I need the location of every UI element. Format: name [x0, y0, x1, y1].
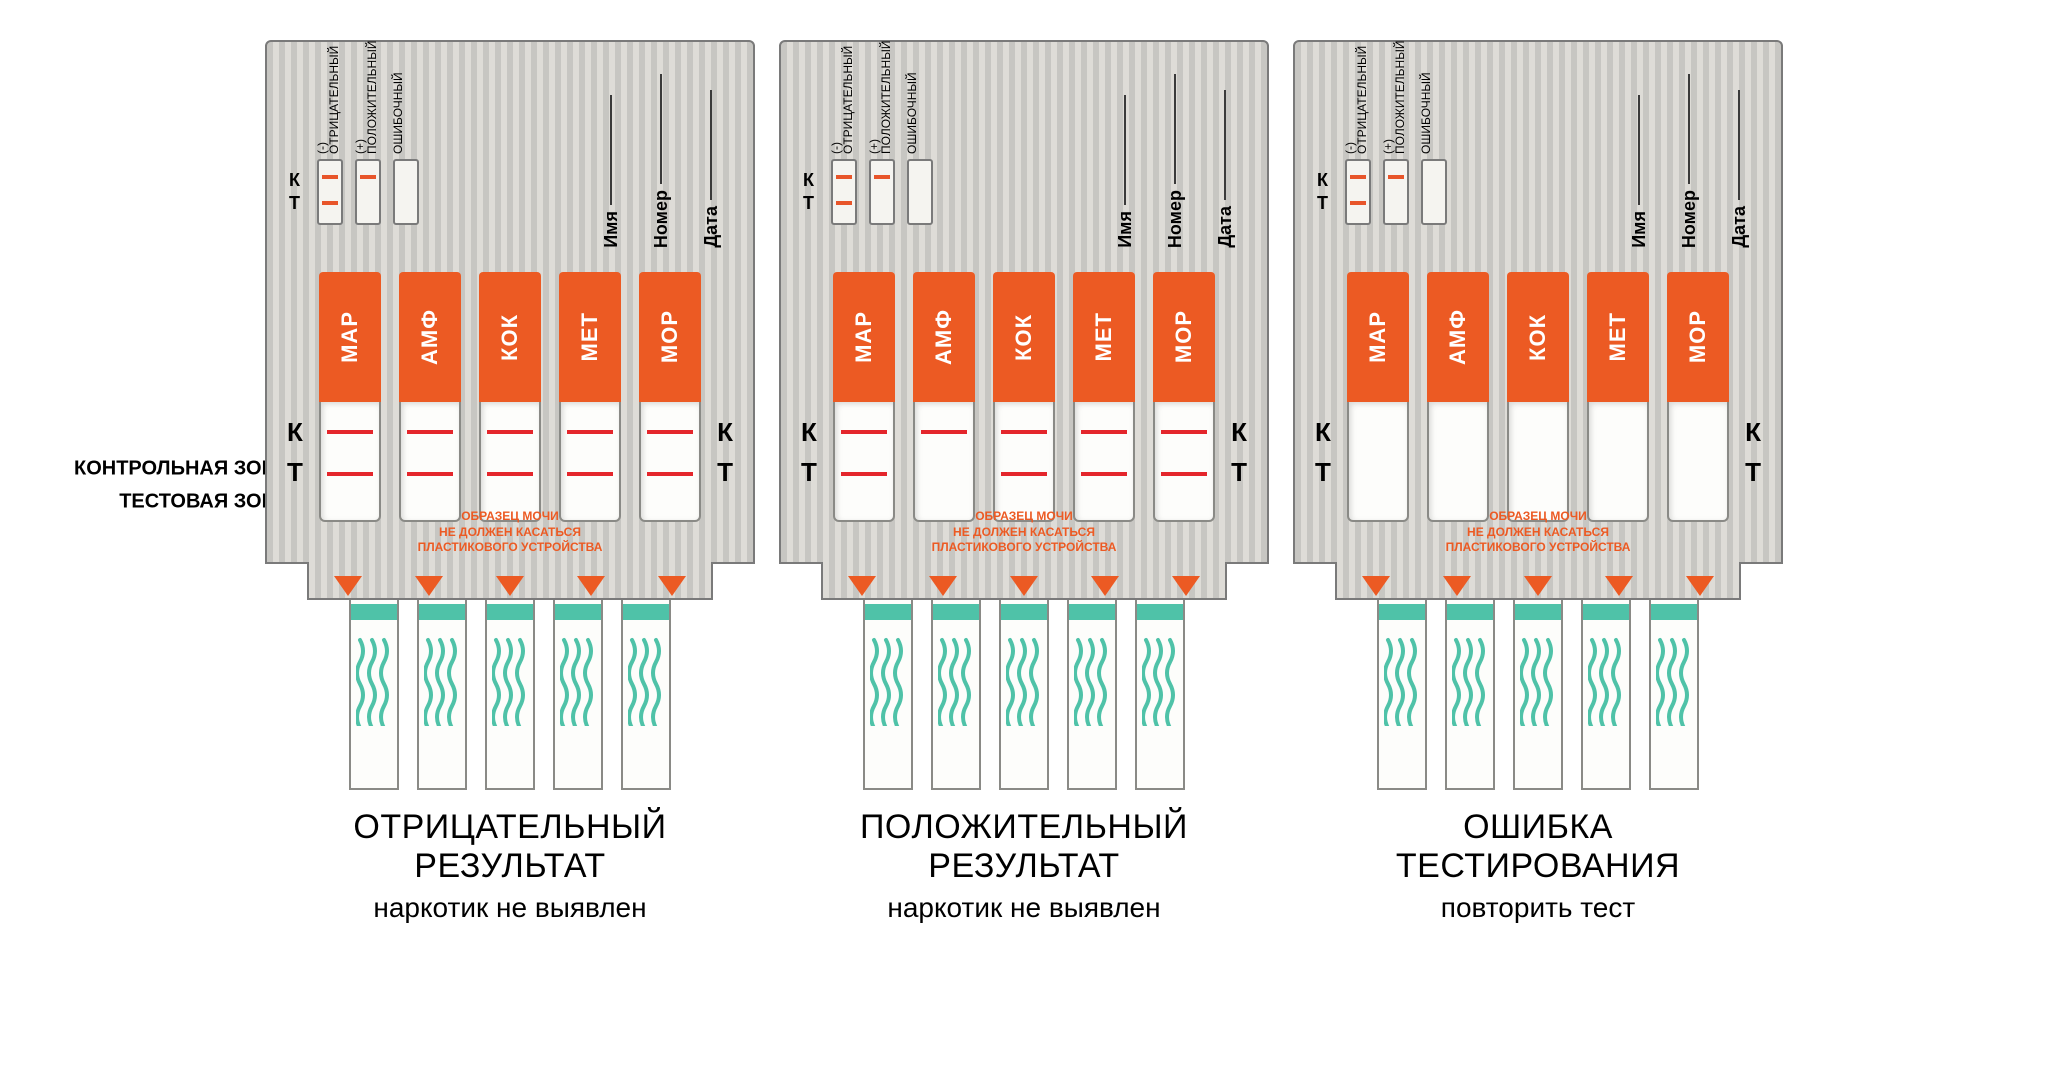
dip-strip	[485, 600, 535, 790]
test-strip: МАР	[1347, 272, 1409, 532]
legend-block: КТ(-) ОТРИЦАТЕЛЬНЫЙ (+) ПОЛОЖИТЕЛЬНЫЙ ОШ…	[289, 64, 459, 254]
test-strip: МЕТ	[1073, 272, 1135, 532]
field-label: Имя	[1115, 211, 1136, 248]
dip-row	[1293, 600, 1783, 790]
dip-row	[265, 600, 755, 790]
test-strip: МАР	[319, 272, 381, 532]
test-strip: МАР	[833, 272, 895, 532]
arrows-row	[1335, 576, 1741, 596]
dip-strip	[349, 600, 399, 790]
dip-strip	[863, 600, 913, 790]
cassette-body: КТ(-) ОТРИЦАТЕЛЬНЫЙ (+) ПОЛОЖИТЕЛЬНЫЙ ОШ…	[779, 40, 1269, 600]
dip-strip	[553, 600, 603, 790]
legend-block: КТ(-) ОТРИЦАТЕЛЬНЫЙ (+) ПОЛОЖИТЕЛЬНЫЙ ОШ…	[1317, 64, 1487, 254]
arrows-row	[307, 576, 713, 596]
control-zone-label: КОНТРОЛЬНАЯ ЗОНА	[74, 458, 291, 480]
panels-row: КТ(-) ОТРИЦАТЕЛЬНЫЙ (+) ПОЛОЖИТЕЛЬНЫЙ ОШ…	[74, 40, 1974, 924]
dip-strip	[1581, 600, 1631, 790]
cassette-body: КТ(-) ОТРИЦАТЕЛЬНЫЙ (+) ПОЛОЖИТЕЛЬНЫЙ ОШ…	[265, 40, 755, 600]
test-strip: МЕТ	[559, 272, 621, 532]
fields-block: Имя Номер Дата	[531, 64, 731, 254]
dip-strip	[1513, 600, 1563, 790]
field-label: Имя	[601, 211, 622, 248]
test-strip: МОР	[639, 272, 701, 532]
fields-block: Имя Номер Дата	[1559, 64, 1759, 254]
legend-block: КТ(-) ОТРИЦАТЕЛЬНЫЙ (+) ПОЛОЖИТЕЛЬНЫЙ ОШ…	[803, 64, 973, 254]
dip-row	[779, 600, 1269, 790]
dip-strip	[1377, 600, 1427, 790]
dip-strip	[621, 600, 671, 790]
test-strip: КОК	[993, 272, 1055, 532]
dip-strip	[999, 600, 1049, 790]
dip-strip	[1067, 600, 1117, 790]
dip-strip	[931, 600, 981, 790]
panel-error: КТ(-) ОТРИЦАТЕЛЬНЫЙ (+) ПОЛОЖИТЕЛЬНЫЙ ОШ…	[1293, 40, 1783, 924]
field-label: Дата	[1215, 206, 1236, 248]
test-strip: МОР	[1667, 272, 1729, 532]
fields-block: Имя Номер Дата	[1045, 64, 1245, 254]
arrows-row	[821, 576, 1227, 596]
dip-strip	[417, 600, 467, 790]
test-strip: АМФ	[1427, 272, 1489, 532]
field-label: Номер	[651, 190, 672, 248]
instruction-text: ОБРАЗЕЦ МОЧИНЕ ДОЛЖЕН КАСАТЬСЯПЛАСТИКОВО…	[1295, 509, 1781, 556]
test-strip: МОР	[1153, 272, 1215, 532]
test-strip: АМФ	[399, 272, 461, 532]
dip-strip	[1445, 600, 1495, 790]
diagram-stage: КОНТРОЛЬНАЯ ЗОНА ТЕСТОВАЯ ЗОНА КТ(-) ОТР…	[74, 40, 1974, 924]
field-label: Номер	[1679, 190, 1700, 248]
test-strip: КОК	[479, 272, 541, 532]
instruction-text: ОБРАЗЕЦ МОЧИНЕ ДОЛЖЕН КАСАТЬСЯПЛАСТИКОВО…	[267, 509, 753, 556]
panel-caption: ОШИБКАТЕСТИРОВАНИЯ повторить тест	[1396, 808, 1680, 924]
panel-negative: КТ(-) ОТРИЦАТЕЛЬНЫЙ (+) ПОЛОЖИТЕЛЬНЫЙ ОШ…	[265, 40, 755, 924]
field-label: Дата	[701, 206, 722, 248]
cassette-body: КТ(-) ОТРИЦАТЕЛЬНЫЙ (+) ПОЛОЖИТЕЛЬНЫЙ ОШ…	[1293, 40, 1783, 600]
test-strip: МЕТ	[1587, 272, 1649, 532]
panel-caption: ПОЛОЖИТЕЛЬНЫЙРЕЗУЛЬТАТ наркотик не выявл…	[860, 808, 1188, 924]
field-label: Имя	[1629, 211, 1650, 248]
panel-positive: КТ(-) ОТРИЦАТЕЛЬНЫЙ (+) ПОЛОЖИТЕЛЬНЫЙ ОШ…	[779, 40, 1269, 924]
dip-strip	[1649, 600, 1699, 790]
panel-caption: ОТРИЦАТЕЛЬНЫЙРЕЗУЛЬТАТ наркотик не выявл…	[353, 808, 666, 924]
dip-strip	[1135, 600, 1185, 790]
test-strip: КОК	[1507, 272, 1569, 532]
field-label: Номер	[1165, 190, 1186, 248]
field-label: Дата	[1729, 206, 1750, 248]
test-strip: АМФ	[913, 272, 975, 532]
instruction-text: ОБРАЗЕЦ МОЧИНЕ ДОЛЖЕН КАСАТЬСЯПЛАСТИКОВО…	[781, 509, 1267, 556]
